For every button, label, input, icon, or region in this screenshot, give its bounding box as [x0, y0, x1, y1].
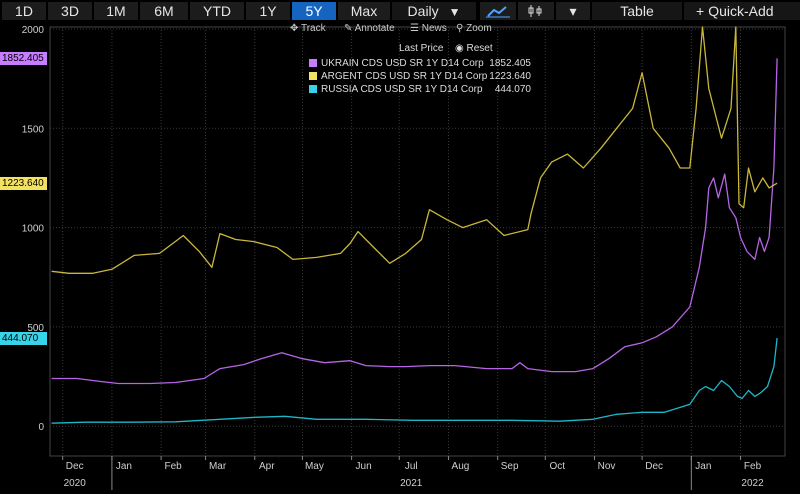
legend-value-argentina: 1223.640	[489, 71, 531, 82]
x-axis: Dec Jan Feb Mar Apr May Jun Jul Aug Sep Oct Nov Dec J…	[62, 456, 764, 490]
magnifier-icon: ⚲	[456, 23, 467, 34]
y-tick-label: 2000	[22, 25, 45, 36]
news-tool[interactable]: ☰ News	[410, 22, 447, 36]
legend-title: Last Price	[399, 43, 444, 54]
plot-frame	[49, 26, 786, 457]
last-value-badge-russia: 444.070	[0, 332, 47, 345]
pencil-icon: ✎	[344, 23, 355, 34]
legend-value-russia: 444.070	[494, 84, 531, 95]
x-tick-label: Dec	[645, 461, 663, 472]
y-tick-label: 1500	[22, 124, 45, 135]
annotate-tool[interactable]: ✎ Annotate	[344, 22, 395, 36]
range-ytd-button[interactable]: YTD	[190, 2, 244, 20]
legend-value-ukraine: 1852.405	[489, 58, 531, 69]
x-tick-label: Jun	[356, 461, 372, 472]
x-tick-label: Mar	[209, 461, 227, 472]
quick-add-button[interactable]: + Quick-Add	[684, 2, 800, 20]
frequency-dropdown[interactable]: Daily ▼	[392, 2, 476, 20]
series-lines	[51, 26, 778, 424]
news-label: News	[421, 23, 447, 34]
reset-label: Reset	[466, 43, 493, 54]
toolbar: 1D 3D 1M 6M YTD 1Y 5Y Max Daily ▼ ▾ Tabl…	[0, 0, 800, 22]
legend-label-argentina: ARGENT CDS USD SR 1Y D14 Corp	[321, 71, 488, 82]
legend-entry-ukraine: UKRAIN CDS USD SR 1Y D14 Corp 1852.405	[309, 57, 535, 70]
legend: Last Price ◉ Reset UKRAIN CDS USD SR 1Y …	[309, 41, 535, 96]
series-line-ukraine	[51, 58, 778, 385]
track-icon: ✥	[290, 23, 301, 34]
quick-add-label: Quick-Add	[708, 3, 774, 19]
legend-label-ukraine: UKRAIN CDS USD SR 1Y D14 Corp	[321, 58, 484, 69]
y-tick-label: 0	[38, 422, 44, 433]
x-tick-label: Oct	[550, 461, 566, 472]
range-6m-button[interactable]: 6M	[140, 2, 188, 20]
annotate-label: Annotate	[354, 23, 395, 34]
table-button[interactable]: Table	[592, 2, 682, 20]
track-label: Track	[300, 23, 326, 34]
chevron-down-icon: ▼	[448, 5, 461, 19]
range-1d-button[interactable]: 1D	[2, 2, 46, 20]
range-1y-button[interactable]: 1Y	[246, 2, 290, 20]
candlestick-icon[interactable]	[518, 2, 554, 20]
x-tick-label: Feb	[165, 461, 183, 472]
grid-lines	[49, 26, 786, 457]
y-tick-label: 500	[27, 323, 44, 334]
x-tick-label: May	[305, 461, 324, 472]
news-icon: ☰	[410, 23, 422, 34]
x-tick-label: Sep	[501, 461, 519, 472]
reset-icon: ◉	[455, 43, 467, 54]
x-year-label: 2022	[741, 478, 764, 489]
y-tick-label: 1000	[22, 224, 45, 235]
x-tick-label: Aug	[452, 461, 470, 472]
legend-label-russia: RUSSIA CDS USD SR 1Y D14 Corp	[321, 84, 483, 95]
range-1m-button[interactable]: 1M	[94, 2, 138, 20]
x-tick-label: Nov	[598, 461, 616, 472]
frequency-label: Daily	[407, 3, 439, 19]
zoom-label: Zoom	[466, 23, 492, 34]
chart-area: 0 500 1000 1500 2000 Dec Jan Feb Mar Apr May Jun Ju…	[22, 25, 786, 490]
legend-entry-argentina: ARGENT CDS USD SR 1Y D14 Corp 1223.640	[309, 70, 535, 83]
line-chart-icon[interactable]	[480, 2, 516, 20]
x-year-label: 2020	[64, 478, 87, 489]
range-3d-button[interactable]: 3D	[48, 2, 92, 20]
legend-entry-russia: RUSSIA CDS USD SR 1Y D14 Corp 444.070	[309, 83, 535, 96]
last-value-badge-argentina: 1223.640	[0, 177, 47, 191]
track-tool[interactable]: ✥ Track	[290, 22, 326, 36]
series-line-argentina	[51, 26, 778, 274]
x-tick-label: Jan	[695, 461, 711, 472]
legend-swatch-argentina	[309, 72, 317, 80]
last-value-badge-ukraine: 1852.405	[0, 52, 47, 66]
x-tick-label: Feb	[744, 461, 762, 472]
series-line-russia	[51, 337, 778, 424]
reset-button[interactable]: ◉ Reset	[455, 41, 493, 57]
zoom-tool[interactable]: ⚲ Zoom	[456, 22, 492, 36]
x-tick-label: Dec	[66, 461, 84, 472]
x-tick-label: Jul	[405, 461, 418, 472]
y-axis: 0 500 1000 1500 2000	[22, 25, 45, 433]
range-5y-button[interactable]: 5Y	[292, 2, 336, 20]
plus-icon: +	[696, 3, 705, 19]
x-year-label: 2021	[400, 478, 423, 489]
range-max-button[interactable]: Max	[338, 2, 390, 20]
x-tick-label: Jan	[116, 461, 132, 472]
x-tick-label: Apr	[259, 461, 275, 472]
legend-swatch-ukraine	[309, 59, 317, 67]
chart-type-dropdown[interactable]: ▾	[556, 2, 590, 20]
legend-swatch-russia	[309, 85, 317, 93]
